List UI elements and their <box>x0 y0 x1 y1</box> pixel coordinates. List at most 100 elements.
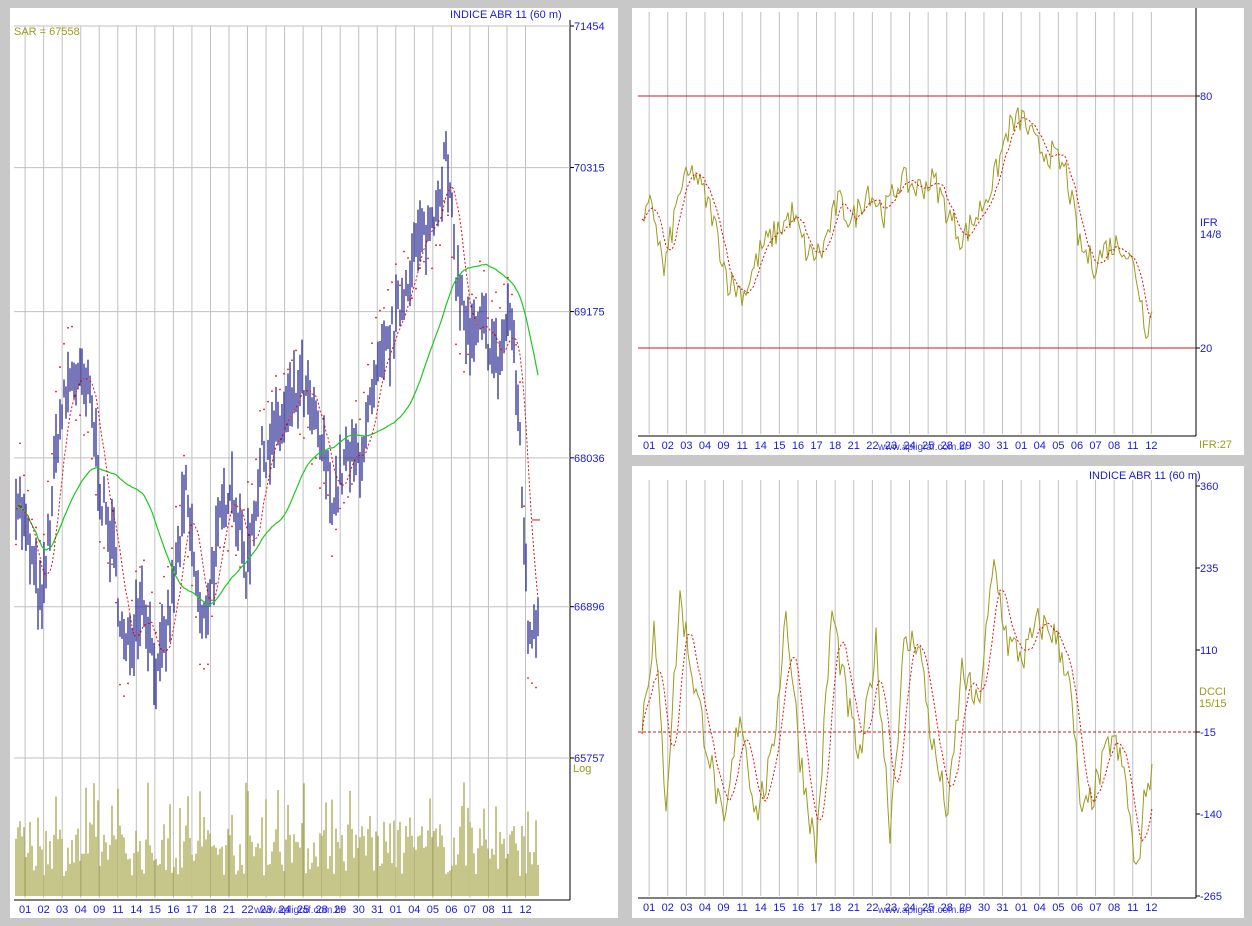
x-tick-label: 22 <box>241 904 253 916</box>
price-chart-panel[interactable]: 01 02 03 04 09 11 14 15 16 17 18 21 22 23 24 25 28 29 30 31… <box>10 8 618 918</box>
sar-dot <box>215 582 217 585</box>
sar-dot <box>383 307 385 309</box>
sar-dot <box>235 554 237 557</box>
sar-dot <box>43 533 45 536</box>
sar-dot <box>303 437 305 439</box>
sar-dot <box>535 686 537 689</box>
watermark: www.apligraf.com.br <box>254 905 345 916</box>
sar-dot <box>179 504 181 507</box>
x-tick-label: 12 <box>1145 902 1157 914</box>
sar-dot <box>375 316 377 319</box>
sar-dot <box>155 631 157 634</box>
sar-dot <box>379 309 381 312</box>
x-tick-label: 04 <box>699 902 711 914</box>
x-tick-label: 18 <box>829 440 841 452</box>
x-tick-label: 31 <box>996 902 1008 914</box>
sar-dot <box>491 300 493 302</box>
sar-dot <box>291 359 293 362</box>
sar-dot <box>351 483 353 485</box>
sar-dot <box>295 349 297 352</box>
x-tick-label: 28 <box>316 904 328 916</box>
sar-dot <box>211 615 213 618</box>
sar-dot <box>51 452 53 455</box>
x-tick-label: 24 <box>903 440 915 452</box>
sar-dot <box>443 200 445 202</box>
sar-dot <box>331 555 333 558</box>
x-tick-label: 15 <box>149 904 161 916</box>
sar-dot <box>15 543 17 546</box>
sar-dot <box>431 267 433 270</box>
sar-dot <box>175 505 177 508</box>
x-tick-label: 05 <box>427 904 439 916</box>
sar-dot <box>95 493 97 496</box>
moving-average-line <box>15 263 539 606</box>
sar-dot <box>243 509 245 511</box>
y-tick-label: -15 <box>1200 727 1216 739</box>
sar-dot <box>343 501 345 504</box>
x-tick-label: 25 <box>922 440 934 452</box>
sar-dot <box>163 575 165 578</box>
y-tick-label: 20 <box>1200 343 1212 355</box>
sar-dot <box>167 565 169 568</box>
ifr-chart-panel[interactable]: 01 02 03 04 09 11 14 15 16 17 18 21 22 23 24 25 28 29 30 31… <box>632 8 1244 455</box>
sar-dot <box>139 566 141 568</box>
sar-dot <box>495 291 497 294</box>
watermark: www.apligraf.com.br <box>878 442 969 453</box>
x-tick-label: 18 <box>204 904 216 916</box>
sar-dot <box>259 410 261 412</box>
sar-dot <box>439 244 441 246</box>
sar-dot <box>467 353 469 356</box>
x-tick-label: 06 <box>1071 440 1083 452</box>
sar-dot <box>363 391 365 394</box>
sar-dot <box>459 352 461 355</box>
sar-dots <box>15 200 537 698</box>
sar-dot <box>67 326 69 329</box>
sar-dot <box>499 307 501 309</box>
y-tick-label: 71454 <box>574 21 605 33</box>
sar-dot <box>191 584 193 587</box>
sar-dot <box>427 257 429 260</box>
x-tick-label: 08 <box>482 904 494 916</box>
sar-dot <box>407 257 409 259</box>
sar-dot <box>199 663 201 666</box>
sar-dot <box>207 663 209 666</box>
x-tick-label: 28 <box>941 902 953 914</box>
x-tick-label: 30 <box>978 902 990 914</box>
x-tick-label: 23 <box>260 904 272 916</box>
x-tick-label: 30 <box>978 440 990 452</box>
sar-dot <box>55 390 57 393</box>
x-tick-label: 29 <box>334 904 346 916</box>
sar-dot <box>31 518 33 521</box>
x-tick-label: 11 <box>112 904 123 916</box>
x-tick-label: 06 <box>445 904 457 916</box>
x-tick-label: 17 <box>810 440 822 452</box>
sar-label: SAR = 67558 <box>14 26 80 38</box>
sar-dot <box>355 400 357 402</box>
x-tick-label: 02 <box>38 904 50 916</box>
sar-dot <box>435 244 437 247</box>
watermark: www.apligraf.com.br <box>878 905 969 916</box>
x-tick-label: 11 <box>736 902 747 914</box>
y-tick-label: 66896 <box>574 602 605 614</box>
x-tick-label: 06 <box>1071 902 1083 914</box>
sar-dot <box>419 267 421 269</box>
ifr-current-value: IFR:27 <box>1199 439 1233 451</box>
y-tick-label: 68036 <box>574 453 605 465</box>
grid <box>648 12 1152 434</box>
sar-dot <box>83 434 85 436</box>
sar-dot <box>447 214 449 217</box>
sar-dot <box>475 296 477 299</box>
sar-dot <box>339 507 341 510</box>
sar-dot <box>311 463 313 465</box>
sar-dot <box>299 433 301 436</box>
sar-dot <box>283 372 285 375</box>
sar-dot <box>91 457 93 460</box>
x-tick-label: 07 <box>464 904 476 916</box>
sar-dot <box>227 550 229 552</box>
x-tick-label: 02 <box>662 440 674 452</box>
sar-dot <box>279 388 281 391</box>
sar-dot <box>487 317 489 320</box>
x-tick-label: 12 <box>1145 440 1157 452</box>
sar-dot <box>107 562 109 564</box>
dcci-chart-panel[interactable]: 01 02 03 04 09 11 14 15 16 17 18 21 22 23 24 25 28 29 30 31… <box>632 466 1244 918</box>
